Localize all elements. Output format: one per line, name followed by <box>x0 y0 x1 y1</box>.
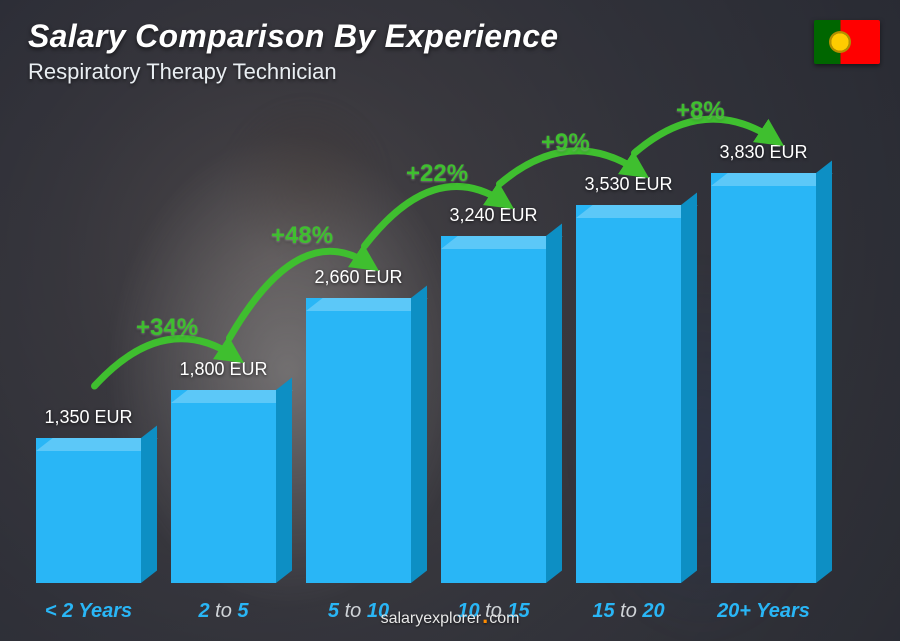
bar-front-face <box>306 298 411 583</box>
bar-front-face <box>441 236 546 583</box>
bar-value-label: 3,830 EUR <box>719 142 807 163</box>
flag-shield-icon <box>835 36 845 48</box>
bar <box>171 390 276 583</box>
bar-value-label: 1,800 EUR <box>179 359 267 380</box>
bar-column: 3,530 EUR15 to 20 <box>576 174 681 583</box>
bar-top-face <box>576 205 698 218</box>
bar <box>576 205 681 583</box>
footer: salaryexplorer.com <box>0 603 900 629</box>
footer-site: salaryexplorer <box>381 610 481 627</box>
bar-side-face <box>141 425 157 583</box>
footer-tld: com <box>489 610 519 627</box>
bar-column: 2,660 EUR5 to 10 <box>306 267 411 583</box>
increment-pct-label: +22% <box>406 160 468 188</box>
bar <box>441 236 546 583</box>
page-title: Salary Comparison By Experience <box>28 18 558 55</box>
bar-side-face <box>816 160 832 583</box>
bar-front-face <box>171 390 276 583</box>
bar-column: 3,240 EUR10 to 15 <box>441 205 546 583</box>
bar-side-face <box>411 285 427 583</box>
bar <box>306 298 411 583</box>
bar <box>36 438 141 583</box>
bar-front-face <box>576 205 681 583</box>
bar-column: 1,800 EUR2 to 5 <box>171 359 276 583</box>
increment-pct-label: +9% <box>541 129 590 157</box>
bar-top-face <box>441 236 563 249</box>
bar-value-label: 2,660 EUR <box>314 267 402 288</box>
bar-top-face <box>306 298 428 311</box>
bar <box>711 173 816 583</box>
bar-value-label: 3,240 EUR <box>449 205 537 226</box>
bar-top-face <box>36 438 158 451</box>
bar-column: 1,350 EUR< 2 Years <box>36 407 141 583</box>
increment-pct-label: +48% <box>271 222 333 250</box>
bar-top-face <box>171 390 293 403</box>
increment-pct-label: +8% <box>676 97 725 125</box>
bar-side-face <box>276 377 292 583</box>
portugal-flag-icon <box>814 20 880 64</box>
page-subtitle: Respiratory Therapy Technician <box>28 59 558 85</box>
bar-value-label: 3,530 EUR <box>584 174 672 195</box>
bar-front-face <box>711 173 816 583</box>
increment-pct-label: +34% <box>136 314 198 342</box>
bar-side-face <box>546 223 562 583</box>
bar-value-label: 1,350 EUR <box>44 407 132 428</box>
bar-top-face <box>711 173 833 186</box>
bar-front-face <box>36 438 141 583</box>
bar-side-face <box>681 192 697 583</box>
header: Salary Comparison By Experience Respirat… <box>28 18 558 85</box>
footer-dot-icon: . <box>481 603 489 628</box>
bar-column: 3,830 EUR20+ Years <box>711 142 816 583</box>
infographic-canvas: Salary Comparison By Experience Respirat… <box>0 0 900 641</box>
